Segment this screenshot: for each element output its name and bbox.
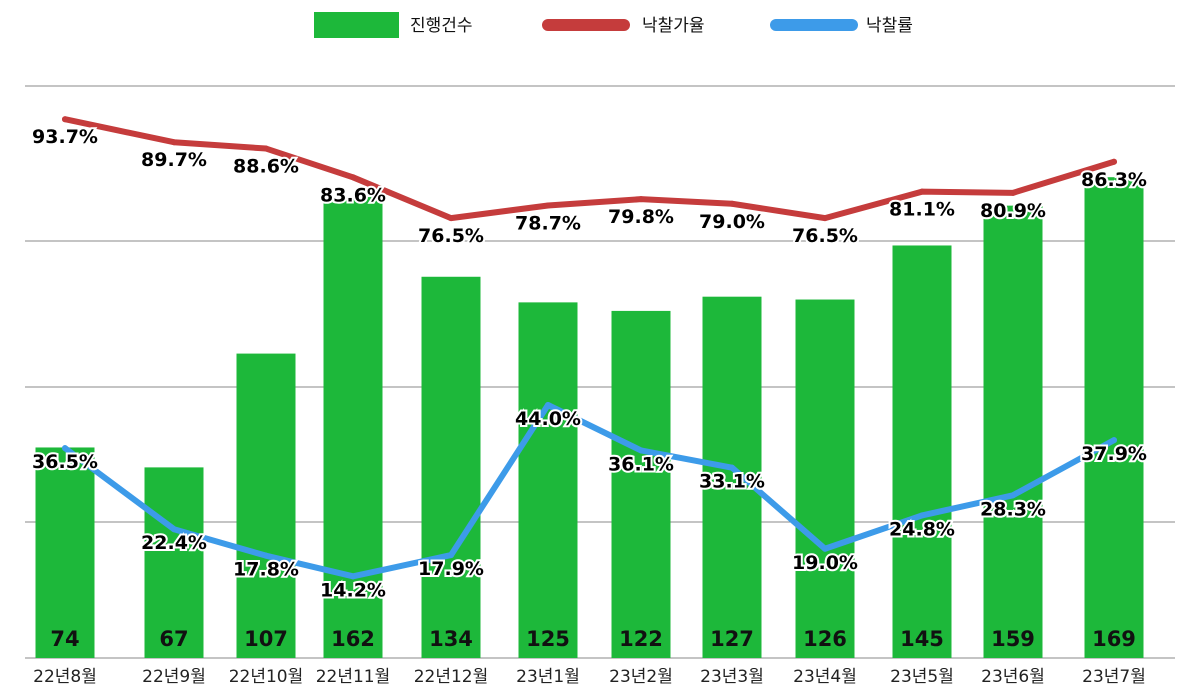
- bar-5: [518, 302, 578, 658]
- bar-1: [144, 467, 204, 658]
- legend-label-2: 낙찰률: [866, 16, 913, 36]
- legend-label-0: 진행건수: [410, 16, 473, 36]
- win-rate-label-1: 22.4%: [141, 532, 207, 554]
- legend-swatch-0: [314, 12, 399, 38]
- bid-rate-label-3: 83.6%: [320, 184, 386, 206]
- win-rate-label-5: 44.0%: [515, 408, 581, 430]
- point-bid-rate-0: [62, 116, 68, 123]
- point-bid-rate-7: [729, 200, 735, 207]
- line-win-rate: [62, 402, 1117, 580]
- bar-2: [236, 353, 296, 658]
- x-tick-label-2: 22년10월: [229, 667, 304, 687]
- point-win-rate-11: [1111, 437, 1117, 444]
- bar-7: [702, 296, 762, 658]
- win-rate-label-4: 17.9%: [418, 558, 484, 580]
- gridlines: [25, 85, 1175, 659]
- win-rate-label-10: 28.3%: [980, 498, 1046, 520]
- bar-9: [892, 245, 952, 658]
- point-bid-rate-3: [350, 174, 356, 181]
- bar-0: [35, 447, 95, 658]
- bar-value-label-10: 159: [991, 627, 1035, 651]
- bar-value-label-3: 162: [331, 627, 375, 651]
- point-win-rate-7: [729, 464, 735, 471]
- point-win-rate-5: [545, 402, 551, 408]
- bar-10: [983, 205, 1043, 658]
- x-tick-label-3: 22년11월: [316, 667, 391, 687]
- point-win-rate-10: [1010, 492, 1016, 499]
- point-bid-rate-10: [1010, 189, 1016, 196]
- legend-label-1: 낙찰가율: [642, 16, 705, 36]
- bar-value-label-7: 127: [710, 627, 754, 651]
- bar-11: [1084, 177, 1144, 658]
- x-axis: 22년8월 22년9월 22년10월 22년11월 22년12월 23년1월 23년2월 23…: [33, 667, 1146, 687]
- x-tick-label-11: 23년7월: [1082, 667, 1146, 687]
- win-rate-label-7: 33.1%: [699, 471, 765, 493]
- x-tick-label-5: 23년1월: [516, 667, 580, 687]
- bar-6: [611, 310, 671, 658]
- bid-rate-label-10: 80.9%: [980, 200, 1046, 222]
- bid-rate-label-1: 89.7%: [141, 149, 207, 171]
- bid-rate-label-0: 93.7%: [32, 126, 98, 148]
- bid-rate-label-4: 76.5%: [418, 225, 484, 247]
- win-rate-label-2: 17.8%: [233, 559, 299, 581]
- win-rate-label-11: 37.9%: [1081, 443, 1147, 465]
- point-bid-rate-11: [1111, 158, 1117, 165]
- legend: 진행건수 낙찰가율 낙찰률: [314, 12, 913, 38]
- point-bid-rate-4: [448, 215, 454, 222]
- x-tick-label-6: 23년2월: [609, 667, 673, 687]
- bar-8: [795, 299, 855, 658]
- x-tick-label-9: 23년5월: [890, 667, 954, 687]
- bid-rate-label-11: 86.3%: [1081, 169, 1147, 191]
- bar-value-label-4: 134: [429, 627, 473, 651]
- point-bid-rate-2: [263, 145, 269, 152]
- point-win-rate-4: [448, 552, 454, 559]
- bar-series: [35, 177, 1144, 659]
- point-win-rate-2: [263, 552, 269, 559]
- bar-value-label-9: 145: [900, 627, 944, 651]
- win-rate-label-6: 36.1%: [608, 453, 674, 475]
- line-series: [62, 116, 1117, 580]
- line-bid-rate: [62, 116, 1117, 222]
- x-tick-label-7: 23년3월: [700, 667, 764, 687]
- x-tick-label-0: 22년8월: [33, 667, 97, 687]
- win-rate-label-3: 14.2%: [320, 579, 386, 601]
- bar-value-label-2: 107: [244, 627, 288, 651]
- x-tick-label-4: 22년12월: [414, 667, 489, 687]
- point-win-rate-9: [919, 512, 925, 519]
- bar-value-label-1: 67: [159, 627, 188, 651]
- bar-value-label-8: 126: [803, 627, 847, 651]
- bid-rate-label-9: 81.1%: [889, 199, 955, 221]
- point-bid-rate-8: [822, 215, 828, 222]
- x-tick-label-1: 22년9월: [142, 667, 206, 687]
- point-win-rate-0: [62, 445, 68, 452]
- win-rate-label-8: 19.0%: [792, 552, 858, 574]
- bid-rate-label-6: 79.8%: [608, 206, 674, 228]
- bar-4: [421, 276, 481, 658]
- bid-rate-label-8: 76.5%: [792, 225, 858, 247]
- bar-value-label-5: 125: [526, 627, 570, 651]
- bar-value-label-11: 169: [1092, 627, 1136, 651]
- point-bid-rate-9: [919, 188, 925, 195]
- win-rate-label-0: 36.5%: [32, 451, 98, 473]
- point-bid-rate-5: [545, 202, 551, 209]
- point-bid-rate-1: [171, 139, 177, 146]
- bar-value-label-0: 74: [50, 627, 79, 651]
- bar-3: [323, 197, 383, 659]
- point-win-rate-6: [638, 447, 644, 454]
- x-tick-label-10: 23년6월: [981, 667, 1045, 687]
- point-win-rate-1: [171, 526, 177, 533]
- x-tick-label-8: 23년4월: [793, 667, 857, 687]
- data-labels: 74 67 107 162 134 125 122 127 126 145 159 169 93.7% 8…: [30, 124, 1149, 651]
- bid-rate-label-2: 88.6%: [233, 156, 299, 178]
- point-win-rate-8: [822, 545, 828, 552]
- bid-rate-label-7: 79.0%: [699, 211, 765, 233]
- point-bid-rate-6: [638, 196, 644, 203]
- bar-value-label-6: 122: [619, 627, 663, 651]
- bid-rate-label-5: 78.7%: [515, 212, 581, 234]
- win-rate-label-9: 24.8%: [889, 518, 955, 540]
- point-win-rate-3: [350, 573, 356, 580]
